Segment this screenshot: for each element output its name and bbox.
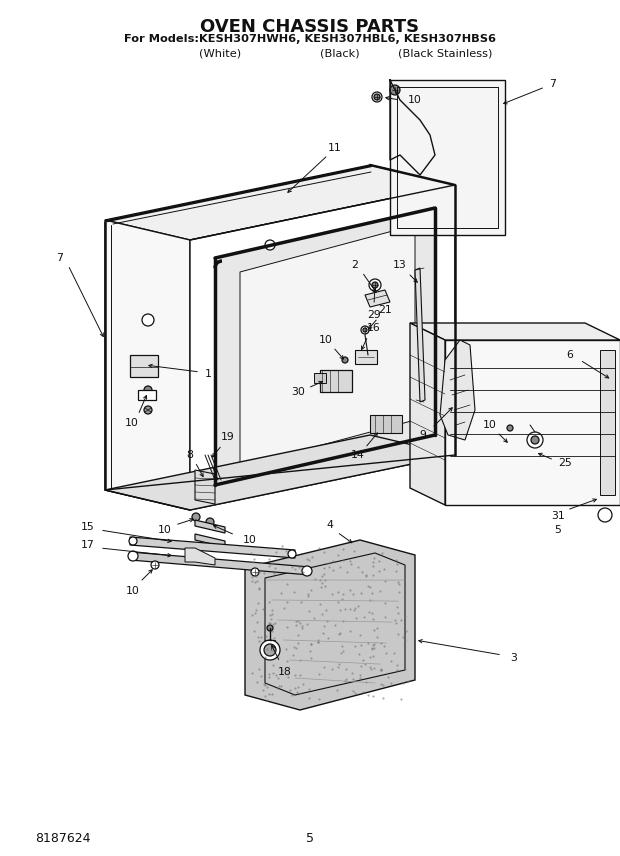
- Circle shape: [598, 508, 612, 522]
- Text: 3: 3: [510, 653, 518, 663]
- Polygon shape: [415, 268, 425, 402]
- Bar: [130, 355, 158, 377]
- Text: 29: 29: [367, 310, 381, 320]
- Circle shape: [507, 425, 513, 431]
- Text: 30: 30: [291, 387, 305, 397]
- Text: 18: 18: [278, 667, 292, 677]
- Polygon shape: [390, 80, 505, 235]
- Circle shape: [267, 625, 273, 631]
- Text: 7: 7: [549, 79, 556, 89]
- Bar: [314, 373, 326, 383]
- Circle shape: [372, 92, 382, 102]
- Polygon shape: [195, 470, 215, 504]
- Bar: [138, 390, 156, 400]
- Bar: [320, 370, 352, 392]
- Polygon shape: [105, 435, 455, 510]
- Text: 9: 9: [420, 430, 427, 440]
- Bar: [355, 350, 377, 364]
- Circle shape: [369, 279, 381, 291]
- Circle shape: [527, 432, 543, 448]
- Text: 15: 15: [81, 522, 95, 532]
- Circle shape: [128, 551, 138, 561]
- Text: 19: 19: [221, 432, 235, 442]
- Circle shape: [142, 314, 154, 326]
- Circle shape: [251, 568, 259, 576]
- Circle shape: [151, 561, 159, 569]
- Circle shape: [129, 537, 137, 545]
- Text: 10: 10: [158, 525, 172, 535]
- Text: (Black): (Black): [320, 48, 360, 58]
- Circle shape: [372, 282, 378, 288]
- Text: 1: 1: [205, 369, 211, 379]
- Text: 11: 11: [328, 143, 342, 153]
- Circle shape: [144, 406, 152, 414]
- Circle shape: [390, 85, 400, 95]
- Polygon shape: [410, 323, 445, 505]
- Polygon shape: [105, 165, 455, 240]
- Text: 14: 14: [351, 450, 365, 460]
- Text: 8: 8: [187, 450, 193, 460]
- Text: 16: 16: [367, 323, 381, 333]
- Circle shape: [302, 566, 312, 576]
- Text: 10: 10: [319, 335, 333, 345]
- Text: 10: 10: [126, 586, 140, 596]
- Text: 5: 5: [554, 525, 562, 535]
- Polygon shape: [445, 340, 620, 505]
- Circle shape: [206, 518, 214, 526]
- Polygon shape: [410, 323, 620, 340]
- Text: 10: 10: [243, 535, 257, 545]
- Text: 4: 4: [327, 520, 334, 530]
- Text: 13: 13: [393, 260, 407, 270]
- Text: 5: 5: [306, 831, 314, 845]
- Polygon shape: [600, 350, 615, 495]
- Polygon shape: [105, 220, 190, 510]
- Circle shape: [374, 94, 380, 100]
- Polygon shape: [440, 340, 475, 440]
- Polygon shape: [190, 185, 455, 510]
- Polygon shape: [240, 225, 415, 467]
- Text: 10: 10: [483, 420, 497, 430]
- Circle shape: [260, 640, 280, 660]
- Text: 25: 25: [558, 458, 572, 468]
- Circle shape: [342, 357, 348, 363]
- Text: 10: 10: [125, 418, 139, 428]
- Circle shape: [264, 644, 276, 656]
- Polygon shape: [245, 540, 415, 710]
- Text: 8187624: 8187624: [35, 831, 91, 845]
- Text: 21: 21: [378, 305, 392, 315]
- Text: (White): (White): [199, 48, 241, 58]
- Polygon shape: [195, 520, 225, 533]
- Text: OVEN CHASSIS PARTS: OVEN CHASSIS PARTS: [200, 18, 420, 36]
- Polygon shape: [195, 534, 225, 547]
- Circle shape: [363, 328, 367, 332]
- Circle shape: [144, 386, 152, 394]
- Polygon shape: [185, 548, 215, 565]
- Circle shape: [288, 550, 296, 558]
- Text: 7: 7: [56, 253, 63, 263]
- Circle shape: [192, 513, 200, 521]
- Text: 31: 31: [551, 511, 565, 521]
- Polygon shape: [215, 208, 435, 485]
- Text: (Black Stainless): (Black Stainless): [398, 48, 492, 58]
- Text: 10: 10: [408, 95, 422, 105]
- Polygon shape: [365, 290, 390, 307]
- Text: 17: 17: [81, 540, 95, 550]
- Polygon shape: [130, 552, 310, 575]
- Text: 2: 2: [352, 260, 358, 270]
- Bar: [370, 415, 402, 433]
- Circle shape: [531, 436, 539, 444]
- Text: For Models:KESH307HWH6, KESH307HBL6, KESH307HBS6: For Models:KESH307HWH6, KESH307HBL6, KES…: [124, 34, 496, 44]
- Circle shape: [361, 326, 369, 334]
- Circle shape: [265, 240, 275, 250]
- Text: 6: 6: [567, 350, 574, 360]
- Polygon shape: [130, 537, 295, 558]
